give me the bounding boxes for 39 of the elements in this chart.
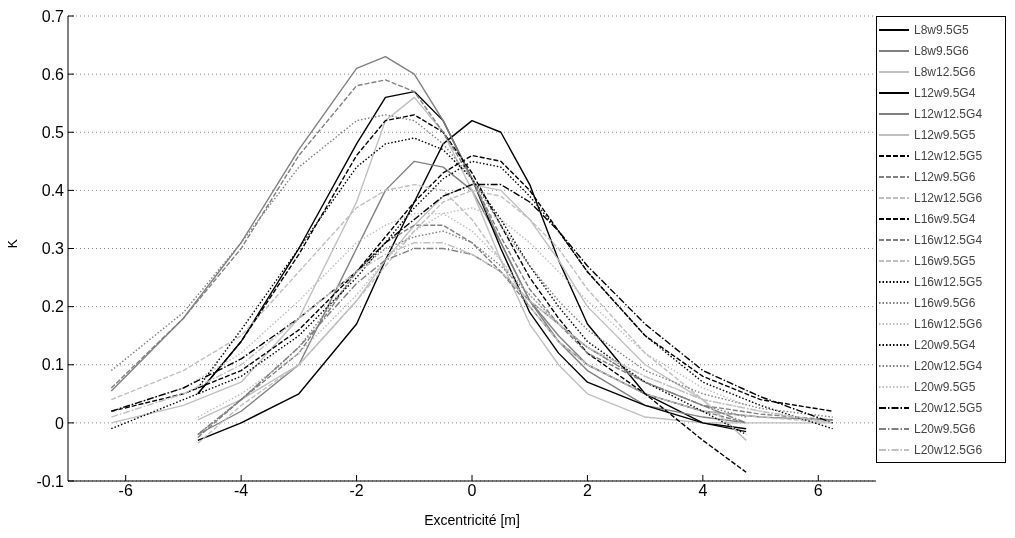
y-tick-label: 0.5: [41, 123, 65, 141]
legend-label: L12w12.5G5: [914, 148, 983, 163]
legend-label: L16w12.5G4: [914, 232, 983, 247]
legend-label: L8w12.5G6: [914, 64, 976, 79]
x-tick-label: 4: [698, 482, 708, 500]
legend-label: L12w9.5G6: [914, 169, 976, 184]
y-tick-label: 0.1: [41, 356, 65, 374]
legend-label: L16w9.5G4: [914, 211, 976, 226]
x-tick-label: 2: [582, 482, 592, 500]
x-tick-label: 0: [467, 482, 477, 500]
x-tick-label: -2: [349, 482, 364, 500]
legend-label: L20w9.5G6: [914, 421, 976, 436]
y-axis-title: K: [3, 238, 20, 249]
y-tick-label: 0.3: [41, 240, 65, 258]
x-tick-label: 6: [813, 482, 823, 500]
legend-label: L12w12.5G4: [914, 106, 983, 121]
legend-label: L20w9.5G4: [914, 337, 976, 352]
y-tick-label: 0.7: [41, 7, 65, 25]
legend-label: L16w12.5G6: [914, 316, 983, 331]
legend-label: L16w9.5G5: [914, 253, 976, 268]
y-tick-label: -0.1: [36, 472, 65, 490]
legend-label: L20w12.5G4: [914, 358, 983, 373]
legend-label: L20w9.5G5: [914, 379, 976, 394]
legend-label: L20w12.5G5: [914, 400, 983, 415]
legend-label: L8w9.5G6: [914, 43, 969, 58]
legend-label: L12w12.5G6: [914, 190, 983, 205]
x-tick-label: -4: [234, 482, 249, 500]
y-tick-label: 0.2: [41, 298, 65, 316]
legend-label: L8w9.5G5: [914, 22, 969, 37]
legend-label: L12w9.5G4: [914, 85, 976, 100]
x-tick-label: -6: [118, 482, 133, 500]
y-tick-label: 0.6: [41, 65, 65, 83]
y-tick-label: 0.4: [41, 182, 65, 200]
legend-label: L16w12.5G5: [914, 274, 983, 289]
x-axis-title: Excentricité [m]: [424, 512, 520, 528]
y-tick-label: 0: [55, 414, 65, 432]
legend-label: L20w12.5G6: [914, 442, 983, 457]
legend-label: L16w9.5G6: [914, 295, 976, 310]
legend-label: L12w9.5G5: [914, 127, 976, 142]
